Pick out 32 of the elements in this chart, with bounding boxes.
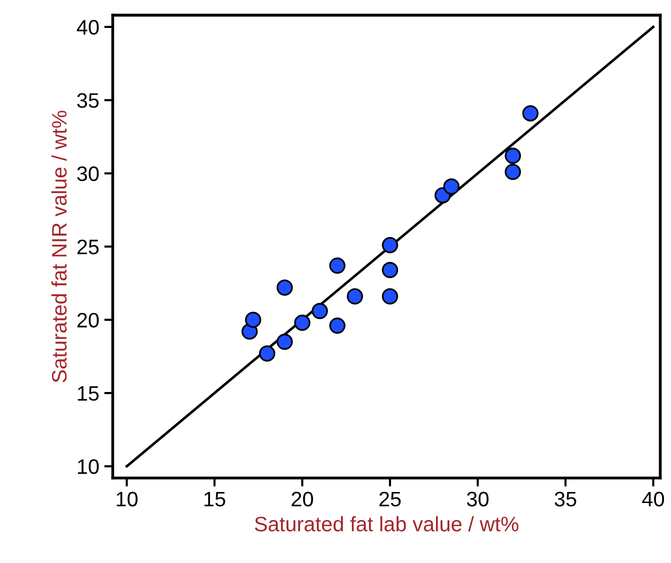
x-tick-label: 10 [116,492,138,506]
x-tick-label: 20 [292,492,314,506]
y-tick-label: 10 [78,459,99,474]
y-tick-label: 30 [77,166,99,182]
point [276,279,293,296]
y-tick-label: 40 [76,20,99,35]
x-axis-title: Saturated fat lab value / wt% [254,516,518,532]
point [329,318,346,334]
point [443,178,460,195]
point [276,334,293,350]
y-tick-label: 25 [77,240,99,254]
x-tick-label: 40 [642,492,664,506]
x-tick-label: 30 [466,492,489,506]
point [382,237,398,254]
y-tick-label: 35 [77,93,99,108]
point [346,288,364,305]
point [382,288,398,305]
y-tick-label: 20 [77,312,99,328]
point [259,345,276,362]
point [504,148,521,164]
point [245,312,262,328]
point [504,164,521,180]
point [382,262,398,278]
y-axis-title: Saturated fat NIR value / wt% [51,110,67,382]
point [522,105,539,122]
x-tick-label: 35 [554,492,576,506]
y-tick-label: 15 [78,386,99,401]
point [294,314,310,331]
point [329,258,346,274]
x-tick-label: 25 [379,492,401,506]
x-tick-label: 15 [204,492,226,506]
point [312,302,328,320]
